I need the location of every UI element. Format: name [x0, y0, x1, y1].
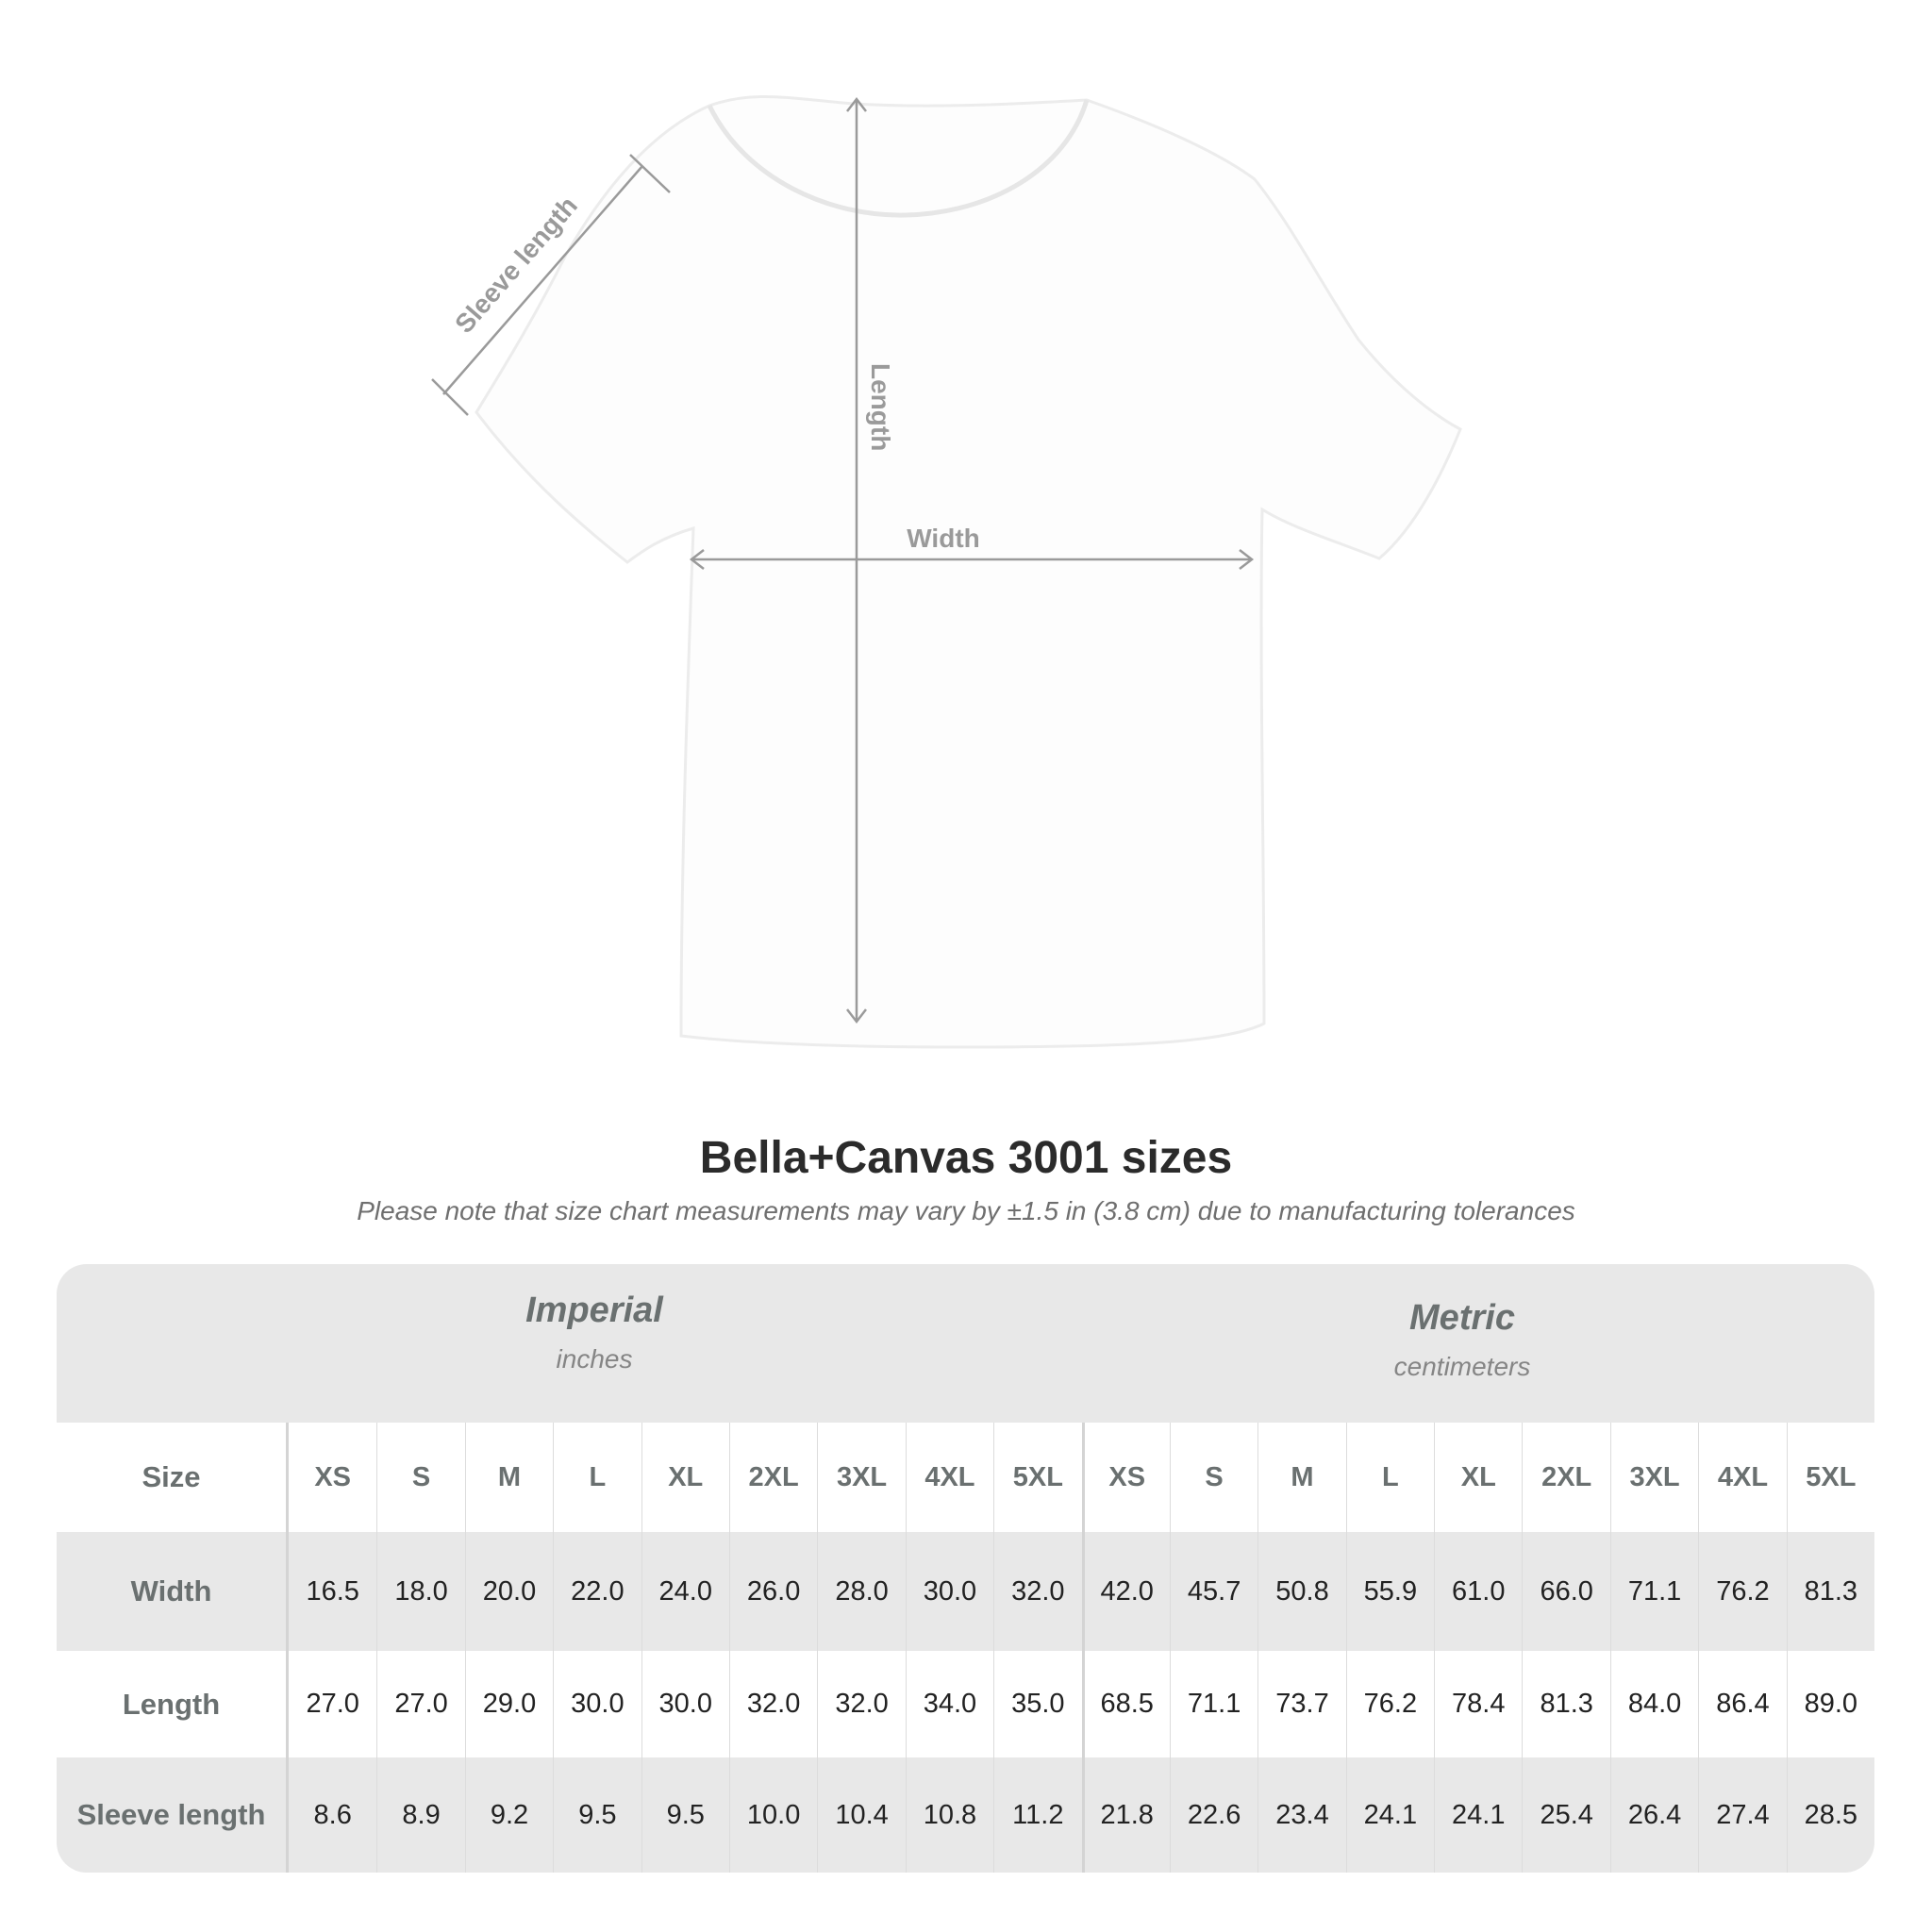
table-cell: 81.3: [1522, 1651, 1609, 1757]
table-cell: 73.7: [1257, 1651, 1345, 1757]
tshirt-diagram: Sleeve length Length Width: [431, 95, 1462, 1049]
table-cell: 9.2: [464, 1757, 553, 1873]
table-cell: 81.3: [1786, 1532, 1874, 1651]
unit-header-band: [57, 1264, 1874, 1423]
table-cell: 45.7: [1169, 1532, 1257, 1651]
table-cell: 29.0: [464, 1651, 553, 1757]
length-label: Length: [866, 363, 895, 451]
table-cell: 25.4: [1522, 1757, 1609, 1873]
table-cell: 84.0: [1609, 1651, 1698, 1757]
table-row: Sleeve length 8.6 8.9 9.2 9.5 9.5 10.0 10.4 10.8…: [57, 1757, 1874, 1873]
table-cell: 10.8: [905, 1757, 993, 1873]
table-cell: 20.0: [464, 1532, 553, 1651]
table-cell: 30.0: [641, 1651, 729, 1757]
table-cell: 26.0: [728, 1532, 817, 1651]
size-header-cell: M: [464, 1423, 553, 1532]
dimension-arrows: [431, 96, 1255, 1024]
size-chart-table: Imperial inches Metric centimeters Size X…: [57, 1264, 1874, 1873]
tshirt-shape: [475, 95, 1462, 1049]
table-cell: 30.0: [553, 1651, 641, 1757]
imperial-heading: Imperial: [525, 1291, 663, 1330]
table-cell: 68.5: [1081, 1651, 1170, 1757]
table-cell: 71.1: [1609, 1532, 1698, 1651]
size-header-cell: L: [553, 1423, 641, 1532]
table-cell: 27.4: [1698, 1757, 1786, 1873]
row-label: Width: [57, 1532, 289, 1651]
table-cell: 28.5: [1786, 1757, 1874, 1873]
table-cell: 22.6: [1169, 1757, 1257, 1873]
width-label: Width: [907, 524, 980, 553]
table-row: Length 27.0 27.0 29.0 30.0 30.0 32.0 32.0 34.0 35…: [57, 1651, 1874, 1757]
table-cell: 32.0: [817, 1651, 905, 1757]
table-cell: 89.0: [1786, 1651, 1874, 1757]
table-cell: 35.0: [993, 1651, 1081, 1757]
size-header-cell: 3XL: [1609, 1423, 1698, 1532]
size-header-cell: L: [1345, 1423, 1434, 1532]
table-cell: 27.0: [376, 1651, 464, 1757]
table-cell: 24.0: [641, 1532, 729, 1651]
size-header-cell: XS: [1081, 1423, 1170, 1532]
size-header-cell: XL: [641, 1423, 729, 1532]
table-cell: 10.0: [728, 1757, 817, 1873]
size-header-row: Size XS S M L XL 2XL 3XL 4XL 5XL XS S M L XL 2XL 3XL 4XL 5…: [57, 1423, 1874, 1532]
table-cell: 76.2: [1345, 1651, 1434, 1757]
table-cell: 26.4: [1609, 1757, 1698, 1873]
table-cell: 24.1: [1345, 1757, 1434, 1873]
table-cell: 66.0: [1522, 1532, 1609, 1651]
table-cell: 9.5: [641, 1757, 729, 1873]
row-label: Size: [57, 1423, 289, 1532]
metric-header: Metric centimeters: [1066, 1298, 1858, 1382]
table-cell: 24.1: [1434, 1757, 1522, 1873]
size-header-cell: S: [376, 1423, 464, 1532]
table-cell: 76.2: [1698, 1532, 1786, 1651]
metric-unit: centimeters: [1393, 1352, 1531, 1381]
size-header-cell: XS: [314, 1461, 352, 1492]
tolerance-note: Please note that size chart measurements…: [357, 1196, 1575, 1225]
size-header-cell: 2XL: [1522, 1423, 1609, 1532]
table-cell: 16.5: [306, 1575, 359, 1607]
table-cell: 50.8: [1257, 1532, 1345, 1651]
size-header-cell: 5XL: [1786, 1423, 1874, 1532]
size-header-cell: 2XL: [728, 1423, 817, 1532]
table-cell: 27.0: [306, 1689, 359, 1719]
size-header-cell: S: [1169, 1423, 1257, 1532]
table-cell: 11.2: [993, 1757, 1081, 1873]
size-header-cell: XL: [1434, 1423, 1522, 1532]
table-cell: 28.0: [817, 1532, 905, 1651]
table-cell: 8.9: [376, 1757, 464, 1873]
table-cell: 21.8: [1081, 1757, 1170, 1873]
table-cell: 22.0: [553, 1532, 641, 1651]
page-title: Bella+Canvas 3001 sizes: [699, 1133, 1233, 1183]
table-row: Width 16.5 18.0 20.0 22.0 24.0 26.0 28.0 30.0 32.…: [57, 1532, 1874, 1651]
row-label: Length: [57, 1651, 289, 1757]
table-cell: 9.5: [553, 1757, 641, 1873]
table-cell: 42.0: [1081, 1532, 1170, 1651]
table-cell: 55.9: [1345, 1532, 1434, 1651]
size-header-cell: 4XL: [1698, 1423, 1786, 1532]
table-cell: 61.0: [1434, 1532, 1522, 1651]
table-cell: 23.4: [1257, 1757, 1345, 1873]
size-header-cell: 5XL: [993, 1423, 1081, 1532]
table-cell: 86.4: [1698, 1651, 1786, 1757]
size-header-cell: M: [1257, 1423, 1345, 1532]
table-cell: 32.0: [993, 1532, 1081, 1651]
table-cell: 10.4: [817, 1757, 905, 1873]
table-cell: 78.4: [1434, 1651, 1522, 1757]
table-cell: 34.0: [905, 1651, 993, 1757]
table-cell: 8.6: [313, 1799, 352, 1830]
table-cell: 30.0: [905, 1532, 993, 1651]
metric-heading: Metric: [1409, 1298, 1515, 1338]
row-label: Sleeve length: [57, 1757, 289, 1873]
size-header-cell: 3XL: [817, 1423, 905, 1532]
table-cell: 32.0: [728, 1651, 817, 1757]
imperial-header: Imperial inches: [198, 1291, 991, 1374]
table-cell: 18.0: [376, 1532, 464, 1651]
imperial-unit: inches: [556, 1344, 633, 1374]
table-cell: 71.1: [1169, 1651, 1257, 1757]
size-header-cell: 4XL: [905, 1423, 993, 1532]
